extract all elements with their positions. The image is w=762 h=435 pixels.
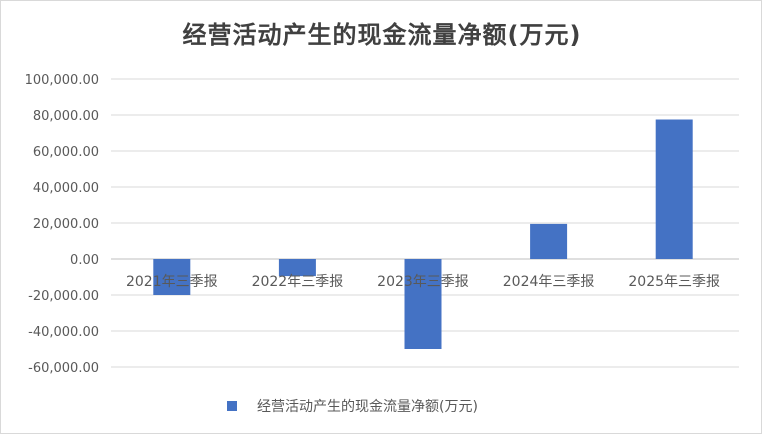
bar [404, 259, 442, 349]
chart-title: 经营活动产生的现金流量净额(万元) [182, 21, 582, 49]
y-tick-label: -40,000.00 [28, 325, 99, 340]
x-tick-label: 2023年三季报 [377, 274, 469, 290]
y-tick-label: 20,000.00 [33, 217, 99, 232]
y-tick-label: 0.00 [70, 253, 99, 268]
legend-swatch [227, 401, 237, 411]
y-tick-label: -60,000.00 [28, 361, 99, 376]
chart-legend: 经营活动产生的现金流量净额(万元) [227, 396, 478, 416]
y-tick-label: 40,000.00 [33, 181, 99, 196]
bar [530, 223, 568, 259]
x-tick-label: 2024年三季报 [503, 274, 595, 290]
bar [655, 119, 693, 259]
x-tick-label: 2025年三季报 [628, 274, 720, 290]
x-tick-label: 2021年三季报 [126, 274, 218, 290]
bar [278, 259, 316, 277]
bar [153, 259, 191, 295]
y-tick-label: 80,000.00 [33, 109, 99, 124]
legend-label: 经营活动产生的现金流量净额(万元) [257, 399, 478, 415]
x-tick-label: 2022年三季报 [252, 274, 344, 290]
y-tick-label: 100,000.00 [25, 73, 99, 88]
y-tick-label: -20,000.00 [28, 289, 99, 304]
y-tick-label: 60,000.00 [33, 145, 99, 160]
